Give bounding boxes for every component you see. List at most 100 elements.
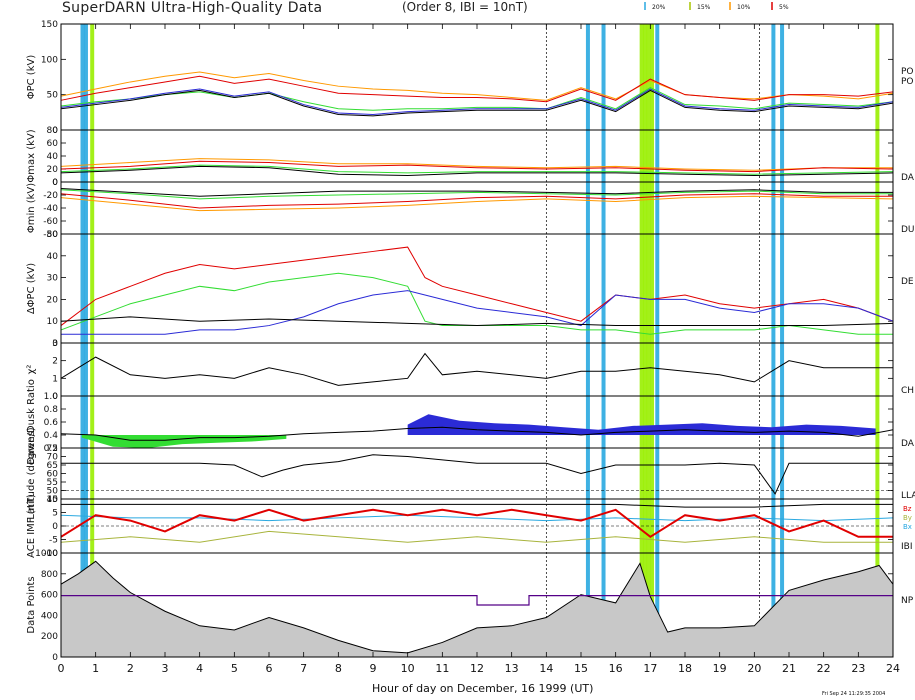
imf-component-label: Bx — [903, 523, 912, 531]
vertical-band — [771, 24, 776, 657]
y-tick-label: 40 — [47, 152, 59, 162]
y-tick-label: 60 — [47, 139, 59, 149]
vertical-band — [80, 24, 85, 657]
x-tick-label: 5 — [231, 662, 238, 675]
y-tick-label: 0.4 — [44, 431, 59, 441]
chart-title: SuperDARN Ultra-High-Quality Data — [62, 0, 323, 16]
y-tick-label: 55 — [47, 478, 58, 488]
y-tick-label: -80 — [43, 230, 58, 240]
series-line — [60, 188, 893, 197]
series-line — [61, 454, 893, 495]
y-tick-label: 0 — [52, 653, 58, 663]
series-line — [60, 87, 894, 111]
y-tick-label: 10 — [47, 317, 59, 327]
legend-label: 5% — [779, 4, 789, 11]
vertical-band — [90, 24, 95, 657]
y-tick-label: 50 — [47, 487, 59, 497]
ratio-fill-area — [81, 435, 287, 448]
right-panel-label: DA — [901, 439, 915, 449]
y-axis-label: ACE IMF (nT) — [26, 494, 37, 558]
vertical-band — [780, 24, 785, 657]
y-tick-label: 800 — [41, 570, 58, 580]
series-line — [61, 503, 893, 508]
x-tick-label: 15 — [574, 662, 588, 675]
y-tick-label: 100 — [41, 55, 58, 65]
y-tick-label: 20 — [47, 295, 59, 305]
y-tick-label: 0.6 — [44, 418, 59, 428]
y-tick-label: 40 — [47, 252, 59, 262]
y-tick-label: 1.0 — [44, 392, 59, 402]
x-tick-label: 10 — [401, 662, 415, 675]
series-line — [60, 88, 894, 115]
x-tick-label: 20 — [747, 662, 761, 675]
x-tick-label: 9 — [370, 662, 377, 675]
y-tick-label: -40 — [43, 204, 58, 214]
vertical-band — [650, 24, 655, 657]
right-panel-label: DE — [901, 277, 914, 287]
x-tick-label: 3 — [162, 662, 169, 675]
x-tick-label: 17 — [643, 662, 657, 675]
x-axis-label: Hour of day on December, 16 1999 (UT) — [372, 682, 594, 695]
y-tick-label: 70 — [47, 453, 59, 463]
right-panel-label: CH — [901, 386, 914, 396]
x-tick-label: 19 — [713, 662, 727, 675]
x-tick-label: 11 — [435, 662, 449, 675]
y-tick-label: 50 — [47, 91, 59, 101]
y-tick-label: -5 — [49, 536, 58, 546]
x-tick-label: 1 — [92, 662, 99, 675]
vertical-band — [601, 24, 606, 657]
y-axis-label: ΦPC (kV) — [26, 55, 37, 100]
series-line — [60, 165, 894, 177]
y-tick-label: -10 — [43, 549, 58, 559]
series-line — [60, 530, 893, 543]
x-tick-label: 0 — [58, 662, 65, 675]
threshold-line — [61, 595, 893, 606]
series-line — [60, 352, 893, 386]
panel-frame — [60, 342, 894, 397]
y-tick-label: 150 — [41, 20, 58, 30]
chart-subtitle: (Order 8, IBI = 10nT) — [402, 0, 528, 14]
y-tick-label: -20 — [43, 191, 58, 201]
ratio-fill-area — [407, 414, 876, 435]
y-tick-label: 0.2 — [44, 444, 58, 454]
series-line — [60, 508, 893, 539]
y-tick-label: 200 — [41, 632, 58, 642]
vertical-band — [646, 24, 651, 657]
y-axis-label: Φmin (kV) — [26, 183, 37, 233]
y-tick-label: 20 — [47, 165, 59, 175]
imf-component-label: Bz — [903, 505, 912, 513]
y-axis-label: ΔΦPC (kV) — [26, 263, 37, 314]
y-axis-label: Dawn/Dusk Ratio — [26, 379, 37, 465]
y-tick-label: 10 — [47, 495, 59, 505]
legend-label: 10% — [737, 4, 751, 11]
x-tick-label: 13 — [505, 662, 519, 675]
x-tick-label: 7 — [300, 662, 307, 675]
series-line — [60, 316, 894, 327]
y-tick-label: 1000 — [35, 549, 58, 559]
vertical-band — [643, 24, 648, 657]
series-line — [61, 290, 894, 335]
x-tick-label: 4 — [196, 662, 203, 675]
y-axis-label: Latitude (degrees) — [26, 427, 37, 519]
y-tick-label: 50 — [47, 230, 59, 240]
vertical-band — [83, 24, 88, 657]
series-line — [60, 193, 893, 209]
panel-frame — [60, 181, 894, 235]
y-tick-label: 65 — [47, 461, 58, 471]
y-tick-label: 400 — [41, 611, 58, 621]
x-tick-label: 6 — [266, 662, 273, 675]
data-points-area — [60, 560, 894, 658]
right-panel-label: PO — [901, 77, 914, 87]
right-panel-label: IBI — [901, 542, 912, 552]
x-tick-label: 21 — [782, 662, 796, 675]
y-tick-label: 75 — [47, 444, 58, 454]
vertical-band — [875, 24, 880, 657]
y-tick-label: 1 — [52, 374, 58, 384]
panel-frame — [60, 233, 894, 344]
y-tick-label: 0 — [52, 178, 58, 188]
y-tick-label: 80 — [47, 126, 59, 136]
x-tick-label: 23 — [851, 662, 865, 675]
right-panel-label: NP — [901, 596, 914, 606]
y-tick-label: 3 — [52, 339, 58, 349]
